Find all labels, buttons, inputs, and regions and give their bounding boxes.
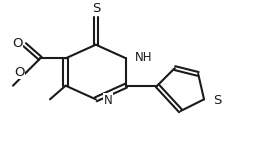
Text: S: S xyxy=(213,94,221,107)
Text: O: O xyxy=(12,37,23,50)
Text: N: N xyxy=(104,94,112,107)
Text: O: O xyxy=(14,66,25,78)
Text: NH: NH xyxy=(135,51,152,64)
Text: S: S xyxy=(92,2,100,15)
